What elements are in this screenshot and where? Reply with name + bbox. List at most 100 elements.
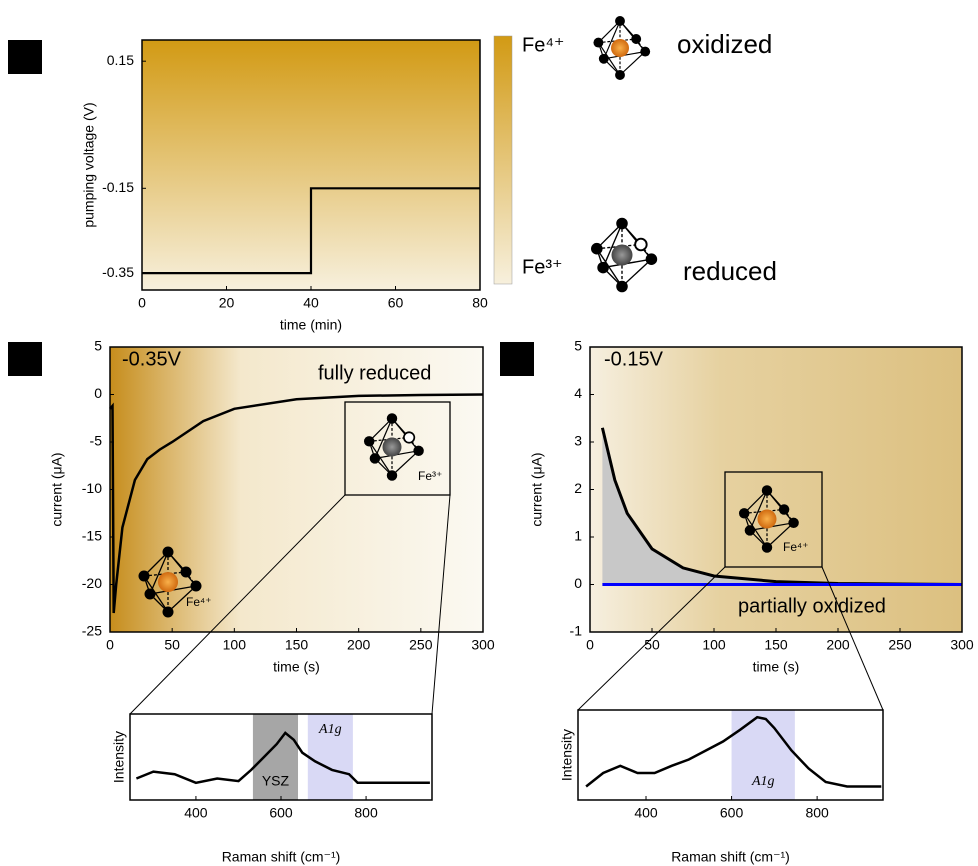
vertex xyxy=(180,566,192,578)
colorbar-label: Fe³⁺ xyxy=(522,256,563,278)
zoom-line xyxy=(129,494,346,715)
y-axis-label: Intensity xyxy=(559,729,575,781)
x-tick-label: 0 xyxy=(106,637,114,653)
line xyxy=(600,427,963,586)
inset-box xyxy=(724,471,823,568)
y-tick-label: -15 xyxy=(82,528,102,544)
line xyxy=(585,715,882,788)
x-tick-label: 300 xyxy=(950,637,974,653)
octahedron-icon xyxy=(738,484,800,554)
octahedron-icon xyxy=(137,545,203,619)
x-tick-label: 150 xyxy=(764,637,788,653)
x-tick-label: 60 xyxy=(388,295,404,311)
plot-frame xyxy=(577,709,884,801)
band xyxy=(731,710,795,800)
x-axis-label: time (s) xyxy=(753,659,800,675)
annotation: Fe⁴⁺ xyxy=(783,540,809,554)
x-tick-label: 250 xyxy=(888,637,912,653)
y-tick-label: 0.15 xyxy=(107,52,134,68)
x-tick-label: 100 xyxy=(702,637,726,653)
annotation: fully reduced xyxy=(318,362,431,384)
inset-box xyxy=(344,401,451,496)
x-tick-label: 150 xyxy=(285,637,309,653)
band-label: A1g xyxy=(751,774,775,789)
x-tick-label: 600 xyxy=(720,805,744,821)
iron-atom xyxy=(158,572,178,592)
x-tick-label: 50 xyxy=(644,637,660,653)
y-axis-label: pumping voltage (V) xyxy=(81,102,97,227)
panel-badge xyxy=(8,342,42,376)
colorbar-label: Fe⁴⁺ xyxy=(522,34,565,56)
x-tick-label: 40 xyxy=(303,295,319,311)
band xyxy=(307,714,353,800)
y-axis-label: Intensity xyxy=(111,731,127,783)
line xyxy=(109,393,484,614)
zoom-line xyxy=(821,566,884,711)
vertex xyxy=(403,431,416,444)
x-tick-label: 300 xyxy=(471,637,495,653)
panel-badge xyxy=(500,342,534,376)
y-tick-label: 3 xyxy=(574,433,582,449)
x-tick-label: 80 xyxy=(472,295,488,311)
x-tick-label: 200 xyxy=(347,637,371,653)
zoom-line xyxy=(431,494,451,715)
x-tick-label: 0 xyxy=(138,295,146,311)
annotation: oxidized xyxy=(677,29,772,59)
y-tick-label: -20 xyxy=(82,575,102,591)
iron-atom xyxy=(382,437,402,457)
band-label: YSZ xyxy=(262,773,290,789)
annotation: reduced xyxy=(683,256,777,286)
x-tick-label: 600 xyxy=(269,805,293,821)
y-tick-label: 4 xyxy=(574,385,582,401)
x-tick-label: 50 xyxy=(164,637,180,653)
line xyxy=(135,731,430,785)
annotation: -0.35V xyxy=(122,348,182,370)
x-tick-label: 800 xyxy=(354,805,378,821)
area xyxy=(602,427,962,585)
x-axis-label: Raman shift (cm⁻¹) xyxy=(671,849,790,865)
y-tick-label: -10 xyxy=(82,480,102,496)
x-tick-label: 0 xyxy=(586,637,594,653)
plot-background xyxy=(590,347,962,632)
x-tick-label: 20 xyxy=(219,295,235,311)
x-tick-label: 200 xyxy=(826,637,850,653)
panel-badge xyxy=(8,40,42,74)
line xyxy=(142,187,480,275)
x-axis-label: time (min) xyxy=(280,317,342,333)
iron-atom xyxy=(757,509,777,529)
octahedron-icon xyxy=(363,412,425,482)
band-label: A1g xyxy=(318,722,342,737)
annotation: Fe⁴⁺ xyxy=(186,595,212,609)
plot-background xyxy=(578,710,883,800)
panel-label: a xyxy=(21,49,29,65)
annotation: partially oxidized xyxy=(738,595,886,617)
y-tick-label: 1 xyxy=(574,528,582,544)
zoom-line xyxy=(577,566,726,711)
x-tick-label: 100 xyxy=(223,637,247,653)
annotation: Fe³⁺ xyxy=(418,469,442,483)
x-tick-label: 250 xyxy=(409,637,433,653)
panel-label: c xyxy=(514,351,521,367)
x-tick-label: 800 xyxy=(805,805,829,821)
y-tick-label: 0 xyxy=(94,385,102,401)
band xyxy=(252,714,299,800)
x-tick-label: 400 xyxy=(634,805,658,821)
y-tick-label: 5 xyxy=(94,338,102,354)
icons xyxy=(590,15,658,293)
y-tick-label: 5 xyxy=(574,338,582,354)
y-tick-label: 0 xyxy=(574,575,582,591)
y-axis-label: current (μA) xyxy=(49,452,65,526)
annotation: -0.15V xyxy=(604,348,664,370)
y-tick-label: -0.35 xyxy=(102,264,134,280)
panel-label: b xyxy=(21,351,29,367)
vertex xyxy=(778,504,790,515)
x-axis-label: time (s) xyxy=(273,659,320,675)
y-tick-label: -5 xyxy=(90,433,103,449)
y-tick-label: -25 xyxy=(82,623,102,639)
y-tick-label: -0.15 xyxy=(102,179,134,195)
y-tick-label: 2 xyxy=(574,480,582,496)
y-axis-label: current (μA) xyxy=(529,452,545,526)
x-axis-label: Raman shift (cm⁻¹) xyxy=(222,849,341,865)
x-tick-label: 400 xyxy=(184,805,208,821)
